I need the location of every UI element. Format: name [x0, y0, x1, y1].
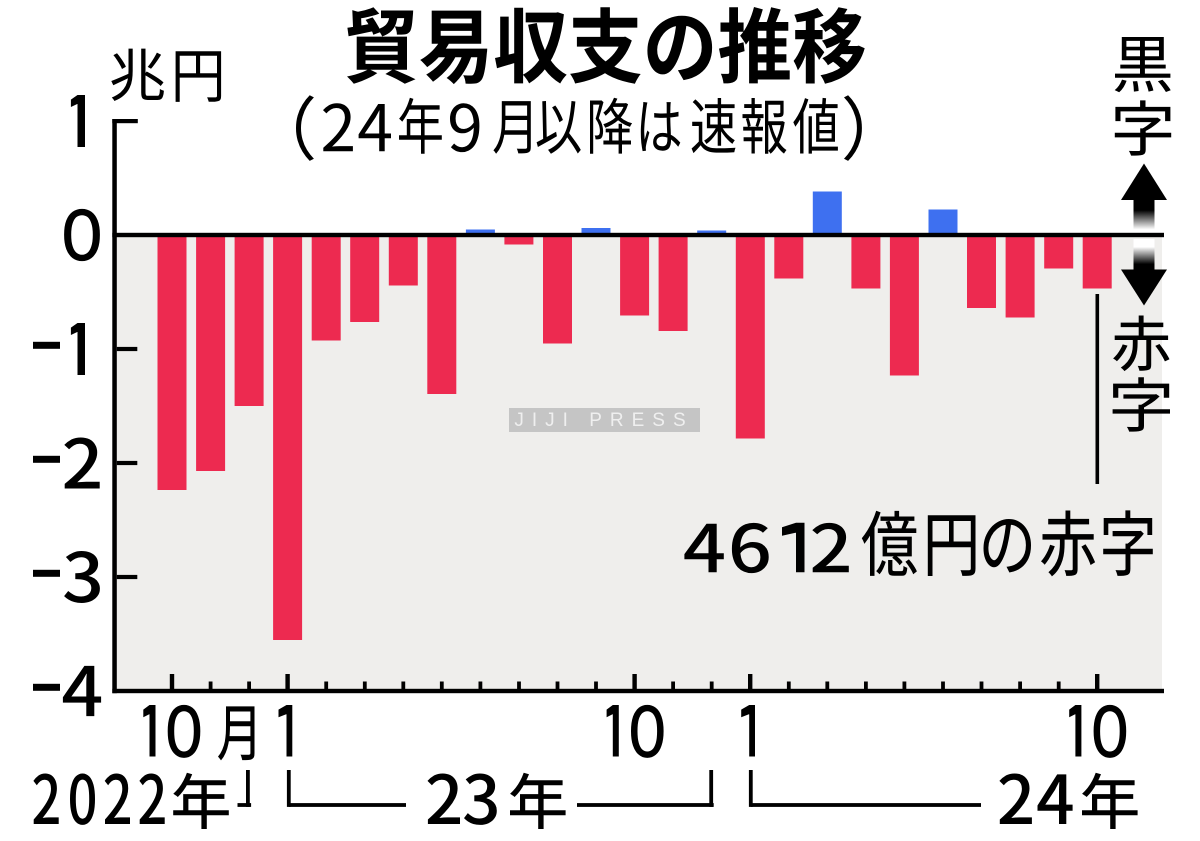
svg-text:JIJI PRESS: JIJI PRESS [514, 410, 693, 431]
